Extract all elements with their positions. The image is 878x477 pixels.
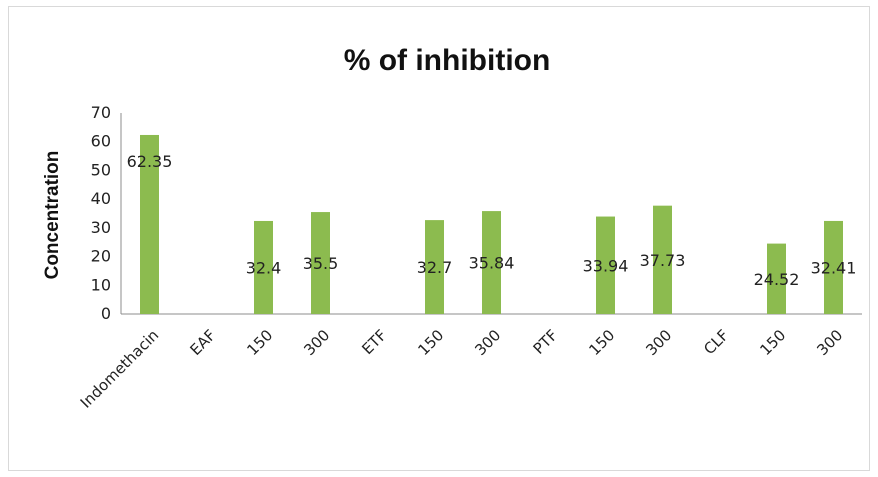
data-label: 37.73 — [640, 251, 686, 270]
x-tick-label: PTF — [530, 326, 562, 358]
bar — [482, 211, 501, 314]
bars — [140, 134, 843, 314]
bar — [653, 205, 672, 314]
y-tick-label: 70 — [91, 103, 111, 122]
data-label: 32.4 — [246, 258, 282, 277]
y-tick-labels: 0 10 20 30 40 50 60 70 — [91, 103, 111, 323]
data-label: 35.5 — [303, 254, 339, 273]
x-tick-label: Indomethacin — [77, 326, 163, 412]
x-tick-label: ETF — [358, 326, 390, 358]
y-tick-label: 20 — [91, 247, 111, 266]
bar — [140, 134, 159, 314]
x-tick-label: 150 — [756, 326, 789, 359]
y-tick-label: 40 — [91, 189, 111, 208]
x-tick-label: 150 — [243, 326, 276, 359]
data-labels: 62.35 32.4 35.5 32.7 35.84 33.94 37.73 24.52 32.… — [127, 152, 857, 289]
data-label: 33.94 — [583, 256, 629, 275]
y-tick-label: 0 — [101, 304, 111, 323]
bar — [824, 220, 843, 314]
y-tick-label: 30 — [91, 218, 111, 237]
bar — [767, 243, 786, 314]
x-tick-label: 150 — [585, 326, 618, 359]
bar — [596, 216, 615, 314]
bar — [254, 220, 273, 314]
x-tick-label: 300 — [642, 326, 675, 359]
y-tick-label: 60 — [91, 132, 111, 151]
x-tick-label: 300 — [813, 326, 846, 359]
data-label: 35.84 — [469, 254, 515, 273]
x-tick-label: CLF — [700, 326, 732, 358]
x-tick-labels: Indomethacin EAF 150 300 ETF 150 300 PTF 150 300 C… — [77, 326, 847, 412]
x-tick-label: 300 — [300, 326, 333, 359]
bar — [311, 212, 330, 314]
x-tick-label: EAF — [187, 326, 220, 359]
y-tick-label: 50 — [91, 160, 111, 179]
bar — [425, 220, 444, 314]
data-label: 32.41 — [811, 258, 857, 277]
chart-title: % of inhibition — [344, 44, 551, 77]
x-tick-label: 150 — [414, 326, 447, 359]
data-label: 24.52 — [754, 270, 800, 289]
x-tick-label: 300 — [471, 326, 504, 359]
data-label: 62.35 — [127, 152, 173, 171]
y-axis-title: Concentration — [42, 151, 63, 280]
y-tick-label: 10 — [91, 275, 111, 294]
data-label: 32.7 — [417, 258, 453, 277]
